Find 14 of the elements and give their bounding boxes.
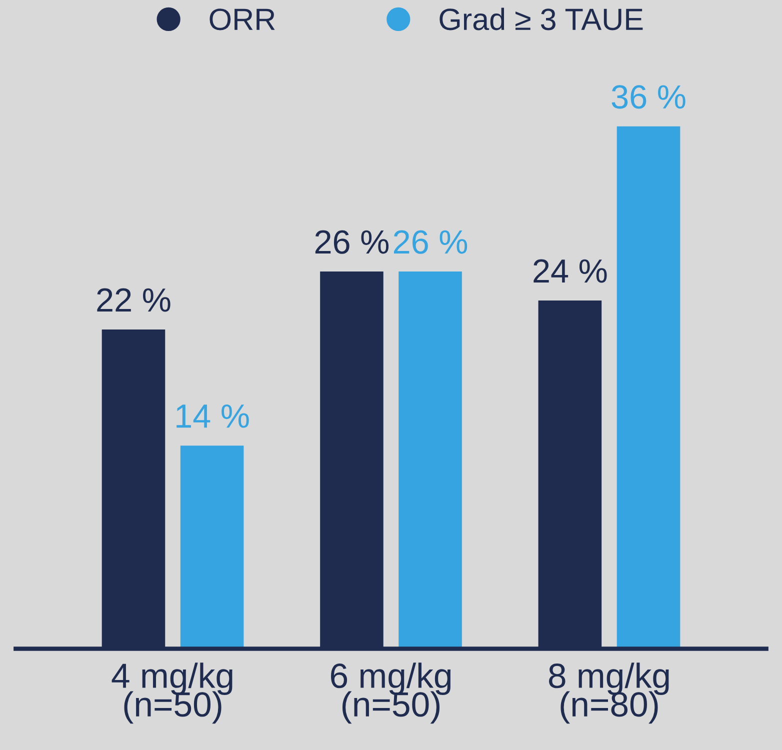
x-tick-label: 4 mg/kg (n=50) [112,662,232,724]
legend-label: Grad ≥ 3 TAUE [440,8,643,30]
data-label: 36 % [612,85,686,109]
legend-label: ORR [210,8,275,30]
data-label: 14 % [176,404,249,428]
data-label: 26 % [315,230,389,254]
data-label: 24 % [534,259,607,283]
data-label: 22 % [97,288,170,312]
x-tick-label: 8 mg/kg (n=80) [548,662,669,724]
bar [398,272,462,649]
data-label: 26 % [394,230,468,254]
x-tick-label: 6 mg/kg (n=50) [331,662,451,724]
bar [180,446,244,649]
bar [616,126,680,649]
